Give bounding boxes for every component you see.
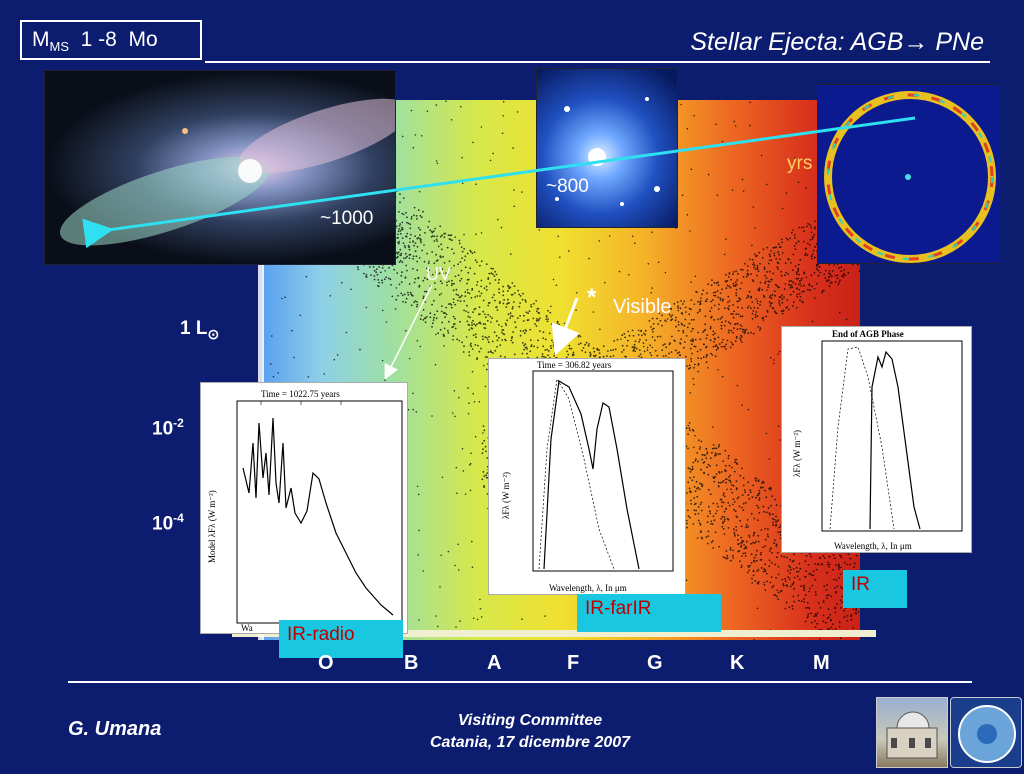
- panel3-ylabel: λFλ (W m⁻²): [792, 430, 802, 477]
- sed-panel-1: Time = 1022.75 years Model λFλ (W m⁻²) W…: [200, 382, 408, 634]
- luminosity-base-2: 10: [152, 418, 173, 439]
- spectral-class-g: G: [647, 652, 663, 675]
- bipolar-nebula-image: [44, 70, 396, 265]
- years-label: yrs: [787, 153, 812, 175]
- inaf-emblem-icon: [951, 698, 1023, 769]
- footer-event-block: Visiting Committee Catania, 17 dicembre …: [380, 710, 680, 754]
- star-symbol: *: [587, 284, 596, 312]
- sun-symbol: ⊙: [207, 326, 219, 342]
- panel3-xlabel: Wavelength, λ, In μm: [834, 541, 912, 551]
- ppn-stars: [537, 69, 678, 228]
- spectral-class-m: M: [813, 652, 830, 675]
- panel2-ylabel: λFλ (W m⁻²): [501, 472, 511, 519]
- sed-panel-2: Time = 306.82 years λFλ (W m⁻²) Waveleng…: [488, 358, 686, 595]
- panel2-title: Time = 306.82 years: [537, 360, 612, 370]
- inaf-logo: [950, 697, 1022, 768]
- luminosity-1-label: 1 L⊙: [180, 318, 219, 343]
- luminosity-1e-2-label: 10-2: [152, 416, 184, 440]
- panel2-xlabel: Wavelength, λ, In μm: [549, 583, 627, 593]
- band-ir-farir: IR-farIR: [577, 594, 721, 632]
- luminosity-1e-4-label: 10-4: [152, 511, 184, 535]
- mass-range: 1 -8 Mo: [69, 28, 158, 51]
- panel1-ylabel: Model λFλ (W m⁻²): [207, 490, 217, 563]
- ring-nebula-image: [817, 84, 1000, 264]
- sed-plot-3: End of AGB Phase λFλ (W m⁻²) Wavelength,…: [782, 327, 972, 553]
- spectral-class-axis: O B A F G K M: [310, 652, 850, 678]
- spectral-class-f: F: [567, 652, 579, 675]
- age-1000-label: ~1000: [320, 208, 373, 230]
- luminosity-exp-4: -4: [173, 511, 184, 525]
- sed-plot-2: Time = 306.82 years λFλ (W m⁻²) Waveleng…: [489, 359, 686, 595]
- panel1-title: Time = 1022.75 years: [261, 389, 340, 399]
- sed-plot-1: Time = 1022.75 years Model λFλ (W m⁻²) W…: [201, 383, 408, 634]
- mass-subscript: MS: [50, 39, 70, 54]
- proto-planetary-nebula-image: [536, 68, 678, 228]
- observatory-logo: [876, 697, 948, 768]
- spectral-class-a: A: [487, 652, 501, 675]
- mass-symbol: M: [32, 28, 50, 51]
- band-ir: IR: [843, 570, 907, 608]
- luminosity-1-value: 1 L: [180, 318, 207, 339]
- sed-panel-3: End of AGB Phase λFλ (W m⁻²) Wavelength,…: [781, 326, 972, 553]
- panel3-title: End of AGB Phase: [832, 329, 904, 339]
- mass-range-box: MMS 1 -8 Mo: [20, 20, 202, 60]
- age-800-label: ~800: [546, 176, 589, 198]
- footer-divider: [68, 681, 972, 683]
- luminosity-exp-2: -2: [173, 416, 184, 430]
- spectral-class-k: K: [730, 652, 744, 675]
- spectral-class-o: O: [318, 652, 334, 675]
- uv-label: UV: [426, 264, 451, 285]
- visible-label: Visible: [613, 296, 672, 319]
- author-name: G. Umana: [68, 718, 161, 741]
- ring-shape: [818, 85, 1000, 264]
- luminosity-base-4: 10: [152, 513, 173, 534]
- nebula-shape: [45, 71, 396, 265]
- slide-title: Stellar Ejecta: AGB→ PNe: [690, 28, 984, 57]
- header-divider: [205, 61, 990, 63]
- panel1-xlabel: Wa: [241, 623, 253, 633]
- observatory-icon: [877, 698, 949, 769]
- spectral-class-b: B: [404, 652, 418, 675]
- event-name: Visiting Committee: [380, 710, 680, 732]
- event-place-date: Catania, 17 dicembre 2007: [380, 732, 680, 754]
